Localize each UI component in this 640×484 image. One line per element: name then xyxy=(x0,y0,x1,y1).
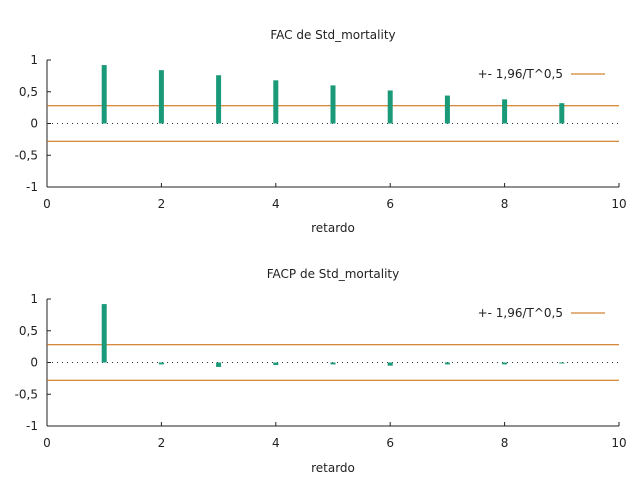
x-tick-label: 6 xyxy=(386,436,394,450)
y-tick-label: 1 xyxy=(30,292,38,306)
acf-bar xyxy=(387,362,393,366)
acf-bar xyxy=(101,65,107,124)
chart-panel-2: FACP de Std_mortality 1 0,5 0 -0,5 -1 0 2 4 6 8 10 +… xyxy=(15,267,627,475)
acf-bar xyxy=(101,304,107,363)
y-tick-label: -1 xyxy=(26,419,38,433)
x-tick-label: 4 xyxy=(272,436,280,450)
acf-bar xyxy=(330,85,336,124)
chart-title: FACP de Std_mortality xyxy=(267,267,399,281)
acf-bar xyxy=(158,362,164,365)
x-tick-label: 6 xyxy=(386,197,394,211)
y-tick-label: 1 xyxy=(30,53,38,67)
acf-bar xyxy=(216,362,222,367)
y-tick-label: -0,5 xyxy=(15,387,38,401)
acf-bar xyxy=(273,80,279,124)
x-tick-label: 8 xyxy=(501,436,509,450)
acf-bar xyxy=(216,75,222,124)
acf-bar xyxy=(444,95,450,124)
chart-title: FAC de Std_mortality xyxy=(270,28,395,42)
x-tick-label: 0 xyxy=(43,436,51,450)
acf-bar xyxy=(502,99,508,124)
y-tick-label: -0,5 xyxy=(15,148,38,162)
y-tick-label: 0 xyxy=(30,117,38,131)
acf-bar xyxy=(559,103,565,124)
x-tick-label: 10 xyxy=(611,197,626,211)
acf-bar xyxy=(559,362,565,364)
acf-bar xyxy=(502,362,508,365)
legend-label: +- 1,96/T^0,5 xyxy=(478,67,563,81)
y-tick-label: -1 xyxy=(26,180,38,194)
acf-bar xyxy=(158,70,164,124)
acf-bar xyxy=(444,362,450,365)
x-tick-label: 4 xyxy=(272,197,280,211)
x-tick-label: 2 xyxy=(158,436,166,450)
acf-bar xyxy=(330,362,336,365)
x-tick-label: 10 xyxy=(611,436,626,450)
y-tick-label: 0 xyxy=(30,356,38,370)
acf-bar xyxy=(387,90,393,124)
y-tick-label: 0,5 xyxy=(19,324,38,338)
x-axis-label: retardo xyxy=(311,221,355,235)
x-tick-label: 2 xyxy=(158,197,166,211)
y-tick-label: 0,5 xyxy=(19,85,38,99)
chart-panel-1: FAC de Std_mortality 1 0,5 0 -0,5 -1 0 2 4 6 8 10 +-… xyxy=(15,28,627,235)
x-tick-label: 0 xyxy=(43,197,51,211)
acf-bar xyxy=(273,362,279,366)
legend-label: +- 1,96/T^0,5 xyxy=(478,306,563,320)
x-axis-label: retardo xyxy=(311,461,355,475)
x-tick-label: 8 xyxy=(501,197,509,211)
